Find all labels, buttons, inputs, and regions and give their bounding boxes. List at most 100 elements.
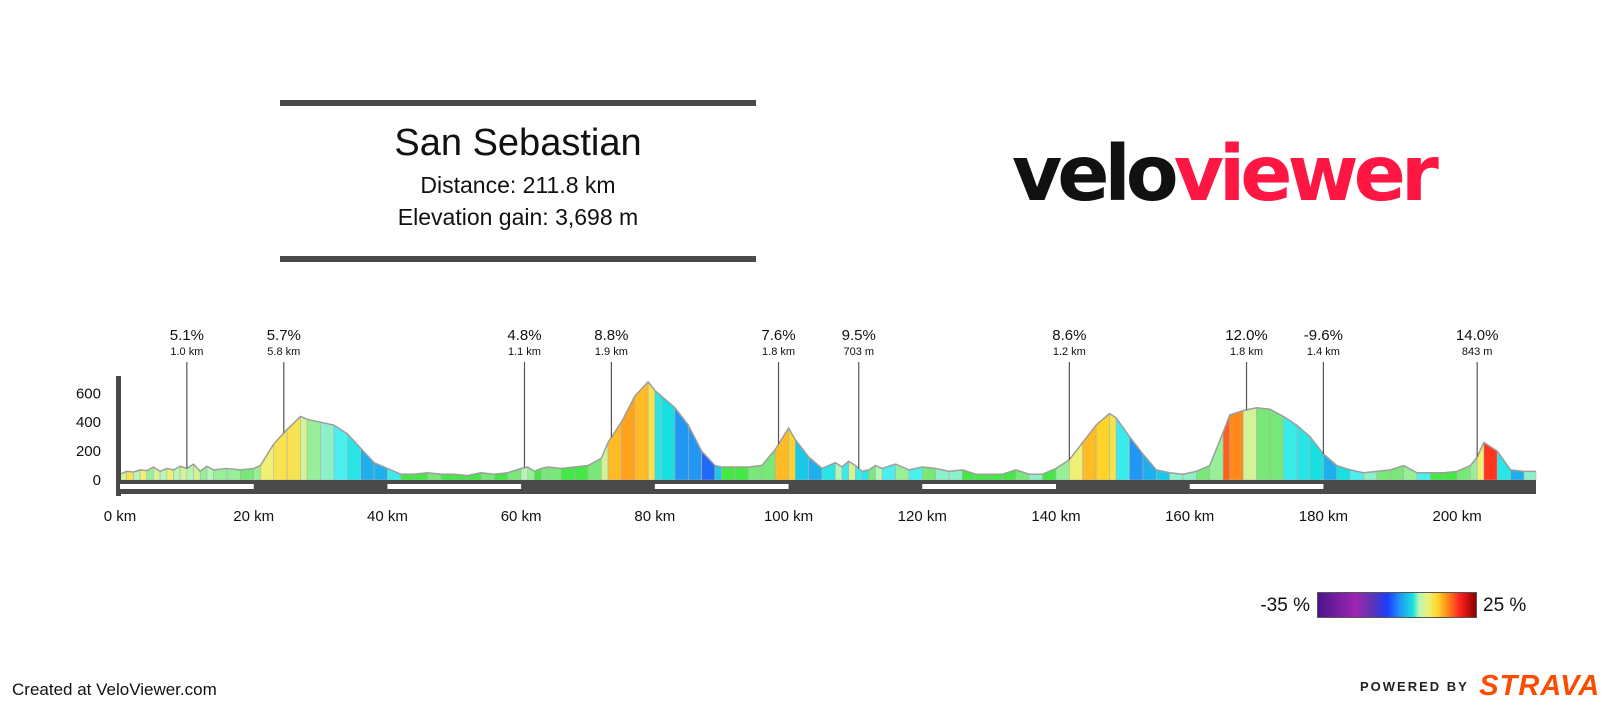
elevation-outline	[119, 380, 1536, 477]
climb-length-label: 1.9 km	[595, 346, 628, 358]
elevation-segment	[975, 473, 990, 481]
elevation-segment	[1282, 415, 1297, 481]
elevation-segment	[721, 466, 736, 481]
climb-length-label: 1.2 km	[1053, 346, 1086, 358]
elevation-segment	[748, 465, 763, 481]
x-tick-label: 100 km	[764, 508, 813, 525]
elevation-segment	[1028, 473, 1043, 481]
created-at-credit[interactable]: Created at VeloViewer.com	[12, 680, 217, 699]
gradient-legend: -35 % 25 %	[1240, 592, 1540, 620]
elevation-segment	[139, 469, 148, 481]
elevation-segment	[1069, 441, 1084, 481]
elevation-segment	[1523, 471, 1537, 481]
elevation-segment	[654, 389, 662, 481]
x-tick-label: 20 km	[233, 508, 274, 525]
elevation-segment	[1256, 407, 1271, 481]
elevation-segment	[306, 418, 321, 481]
climb-gradient-label: 5.7%	[267, 327, 301, 344]
climb-length-label: 703 m	[843, 346, 874, 358]
elevation-segment	[1109, 412, 1117, 481]
elevation-segment	[647, 380, 656, 481]
x-axis-bar	[116, 480, 1536, 494]
elevation-segment	[1483, 441, 1498, 481]
y-tick-label: 200	[76, 443, 101, 460]
x-tick-label: 0 km	[104, 508, 137, 525]
climb-gradient-label: -9.6%	[1304, 327, 1343, 344]
elevation-profile-chart: 0 km 20 km 40 km 60 km 80 km 100 km 120 km 140 …	[76, 327, 1537, 525]
route-distance: Distance: 211.8 km	[420, 172, 616, 198]
climb-gradient-label: 5.1%	[170, 327, 204, 344]
elevation-segment	[360, 447, 375, 481]
x-tick-label: 180 km	[1299, 508, 1348, 525]
y-tick-label: 0	[93, 472, 101, 489]
x-tick-label: 140 km	[1031, 508, 1080, 525]
elevation-segment	[400, 473, 415, 481]
climb-gradient-label: 4.8%	[507, 327, 541, 344]
elevation-segment	[1416, 472, 1431, 481]
climb-length-label: 843 m	[1462, 346, 1493, 358]
elevation-segment	[193, 463, 201, 481]
climb-length-label: 1.1 km	[508, 346, 541, 358]
elevation-segment	[1042, 467, 1057, 481]
climb-length-label: 1.8 km	[762, 346, 795, 358]
elevation-segment	[286, 415, 301, 481]
elevation-segment	[687, 424, 702, 481]
title-rule-top	[280, 100, 756, 106]
route-elevation-gain: Elevation gain: 3,698 m	[397, 204, 639, 230]
elevation-segment	[1496, 450, 1511, 481]
climb-gradient-label: 8.8%	[594, 327, 628, 344]
x-axis-stripe	[120, 484, 254, 489]
elevation-segment	[1242, 407, 1257, 481]
x-axis-stripe	[387, 484, 522, 489]
climb-length-label: 1.8 km	[1230, 346, 1263, 358]
legend-max-label: 25 %	[1483, 595, 1527, 616]
x-tick-label: 200 km	[1433, 508, 1482, 525]
elevation-segment	[574, 465, 589, 481]
elevation-segment	[1309, 435, 1324, 481]
elevation-segment	[988, 473, 1003, 481]
strava-logo: STRAVA	[1479, 670, 1601, 702]
elevation-segment	[761, 448, 776, 481]
powered-by-label: POWERED BY	[1360, 679, 1469, 694]
elevation-segment	[774, 426, 789, 481]
climb-length-label: 5.8 km	[267, 346, 300, 358]
title-box: San Sebastian Distance: 211.8 km Elevati…	[280, 100, 756, 262]
climb-gradient-label: 7.6%	[761, 327, 795, 344]
elevation-segment	[1269, 408, 1284, 481]
elevation-segment	[714, 465, 722, 481]
y-tick-label: 600	[76, 385, 101, 402]
logo-part-velo: velo	[1012, 130, 1179, 219]
legend-gradient-bar	[1317, 592, 1477, 618]
elevation-segment	[701, 450, 716, 481]
elevation-segment	[1229, 410, 1244, 481]
logo-part-viewer: viewer	[1173, 130, 1439, 219]
elevation-segment	[1129, 435, 1144, 481]
elevation-segment	[788, 426, 796, 481]
x-tick-label: 80 km	[634, 508, 675, 525]
elevation-segment	[1055, 459, 1070, 481]
elevation-segment	[1430, 472, 1445, 481]
x-tick-label: 120 km	[898, 508, 947, 525]
climb-length-label: 1.4 km	[1307, 346, 1340, 358]
elevation-segment	[794, 438, 809, 481]
powered-by-strava[interactable]: POWERED BY STRAVA	[1360, 670, 1600, 703]
elevation-segment	[734, 466, 749, 481]
elevation-segment	[440, 473, 455, 481]
elevation-segment	[320, 421, 335, 481]
title-rule-bottom	[280, 256, 756, 262]
y-tick-label: 400	[76, 414, 101, 431]
x-tick-label: 60 km	[501, 508, 542, 525]
x-axis-stripe	[654, 484, 789, 489]
elevation-segment	[601, 442, 609, 481]
veloviewer-logo[interactable]: veloviewer	[1012, 136, 1439, 213]
legend-min-label: -35 %	[1260, 595, 1310, 616]
climb-gradient-label: 14.0%	[1456, 327, 1499, 344]
elevation-segment	[1403, 465, 1418, 481]
y-axis-bar	[116, 376, 121, 496]
x-axis-stripe	[922, 484, 1056, 489]
climb-length-label: 1.0 km	[170, 346, 203, 358]
elevation-segment	[674, 406, 689, 481]
elevation-segment	[1323, 453, 1338, 481]
x-axis-stripe	[1189, 484, 1324, 489]
climb-gradient-label: 12.0%	[1225, 327, 1268, 344]
